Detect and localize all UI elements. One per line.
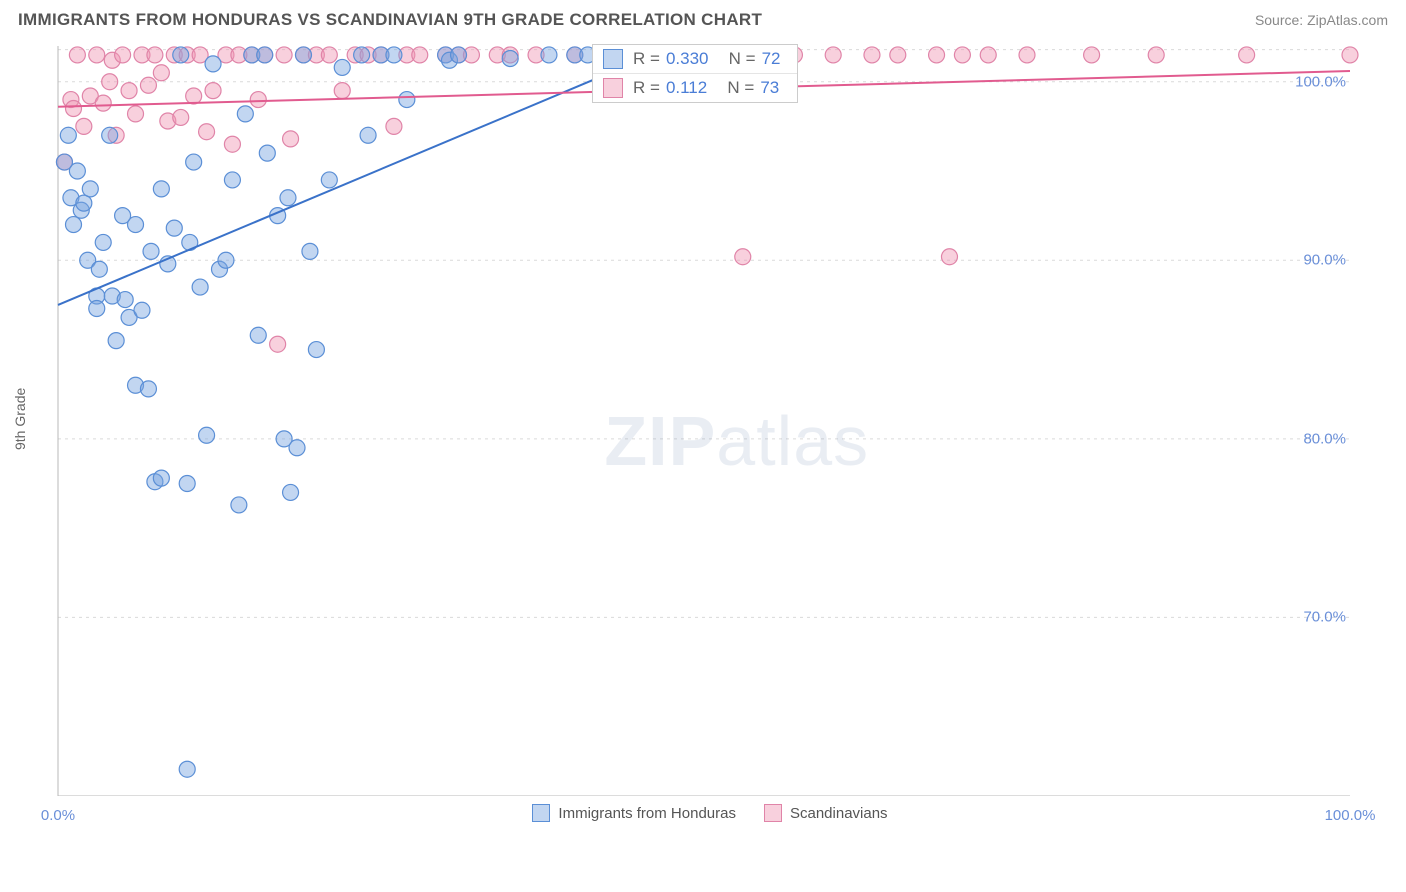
legend-swatch [764, 804, 782, 822]
stat-r-value: 0.330 [666, 49, 709, 69]
legend-label: Scandinavians [790, 805, 888, 822]
stats-swatch [603, 49, 623, 69]
y-tick-label: 80.0% [1303, 430, 1346, 447]
legend-item: Immigrants from Honduras [532, 804, 736, 822]
stats-swatch [603, 78, 623, 98]
scatter-plot-svg [50, 36, 1370, 796]
legend-item: Scandinavians [764, 804, 888, 822]
y-axis-title: 9th Grade [12, 388, 28, 450]
stats-row: R = 0.330 N = 72 [593, 45, 797, 74]
x-tick-label: 0.0% [41, 807, 75, 824]
source-attr: Source: ZipAtlas.com [1255, 12, 1388, 28]
chart-area: ZIPatlas R = 0.330 N = 72R = 0.112 N = 7… [50, 36, 1370, 796]
y-tick-label: 100.0% [1295, 73, 1346, 90]
y-tick-label: 90.0% [1303, 252, 1346, 269]
stat-n-value: 73 [760, 78, 779, 98]
y-tick-label: 70.0% [1303, 609, 1346, 626]
stat-n-value: 72 [762, 49, 781, 69]
legend-swatch [532, 804, 550, 822]
chart-header: IMMIGRANTS FROM HONDURAS VS SCANDINAVIAN… [0, 0, 1406, 36]
x-tick-label: 100.0% [1325, 807, 1376, 824]
legend-label: Immigrants from Honduras [558, 805, 736, 822]
legend: Immigrants from Honduras Scandinavians [50, 804, 1370, 826]
stats-row: R = 0.112 N = 73 [593, 74, 797, 102]
stat-r-value: 0.112 [666, 78, 707, 98]
stats-box: R = 0.330 N = 72R = 0.112 N = 73 [592, 44, 798, 103]
chart-title: IMMIGRANTS FROM HONDURAS VS SCANDINAVIAN… [18, 10, 762, 30]
